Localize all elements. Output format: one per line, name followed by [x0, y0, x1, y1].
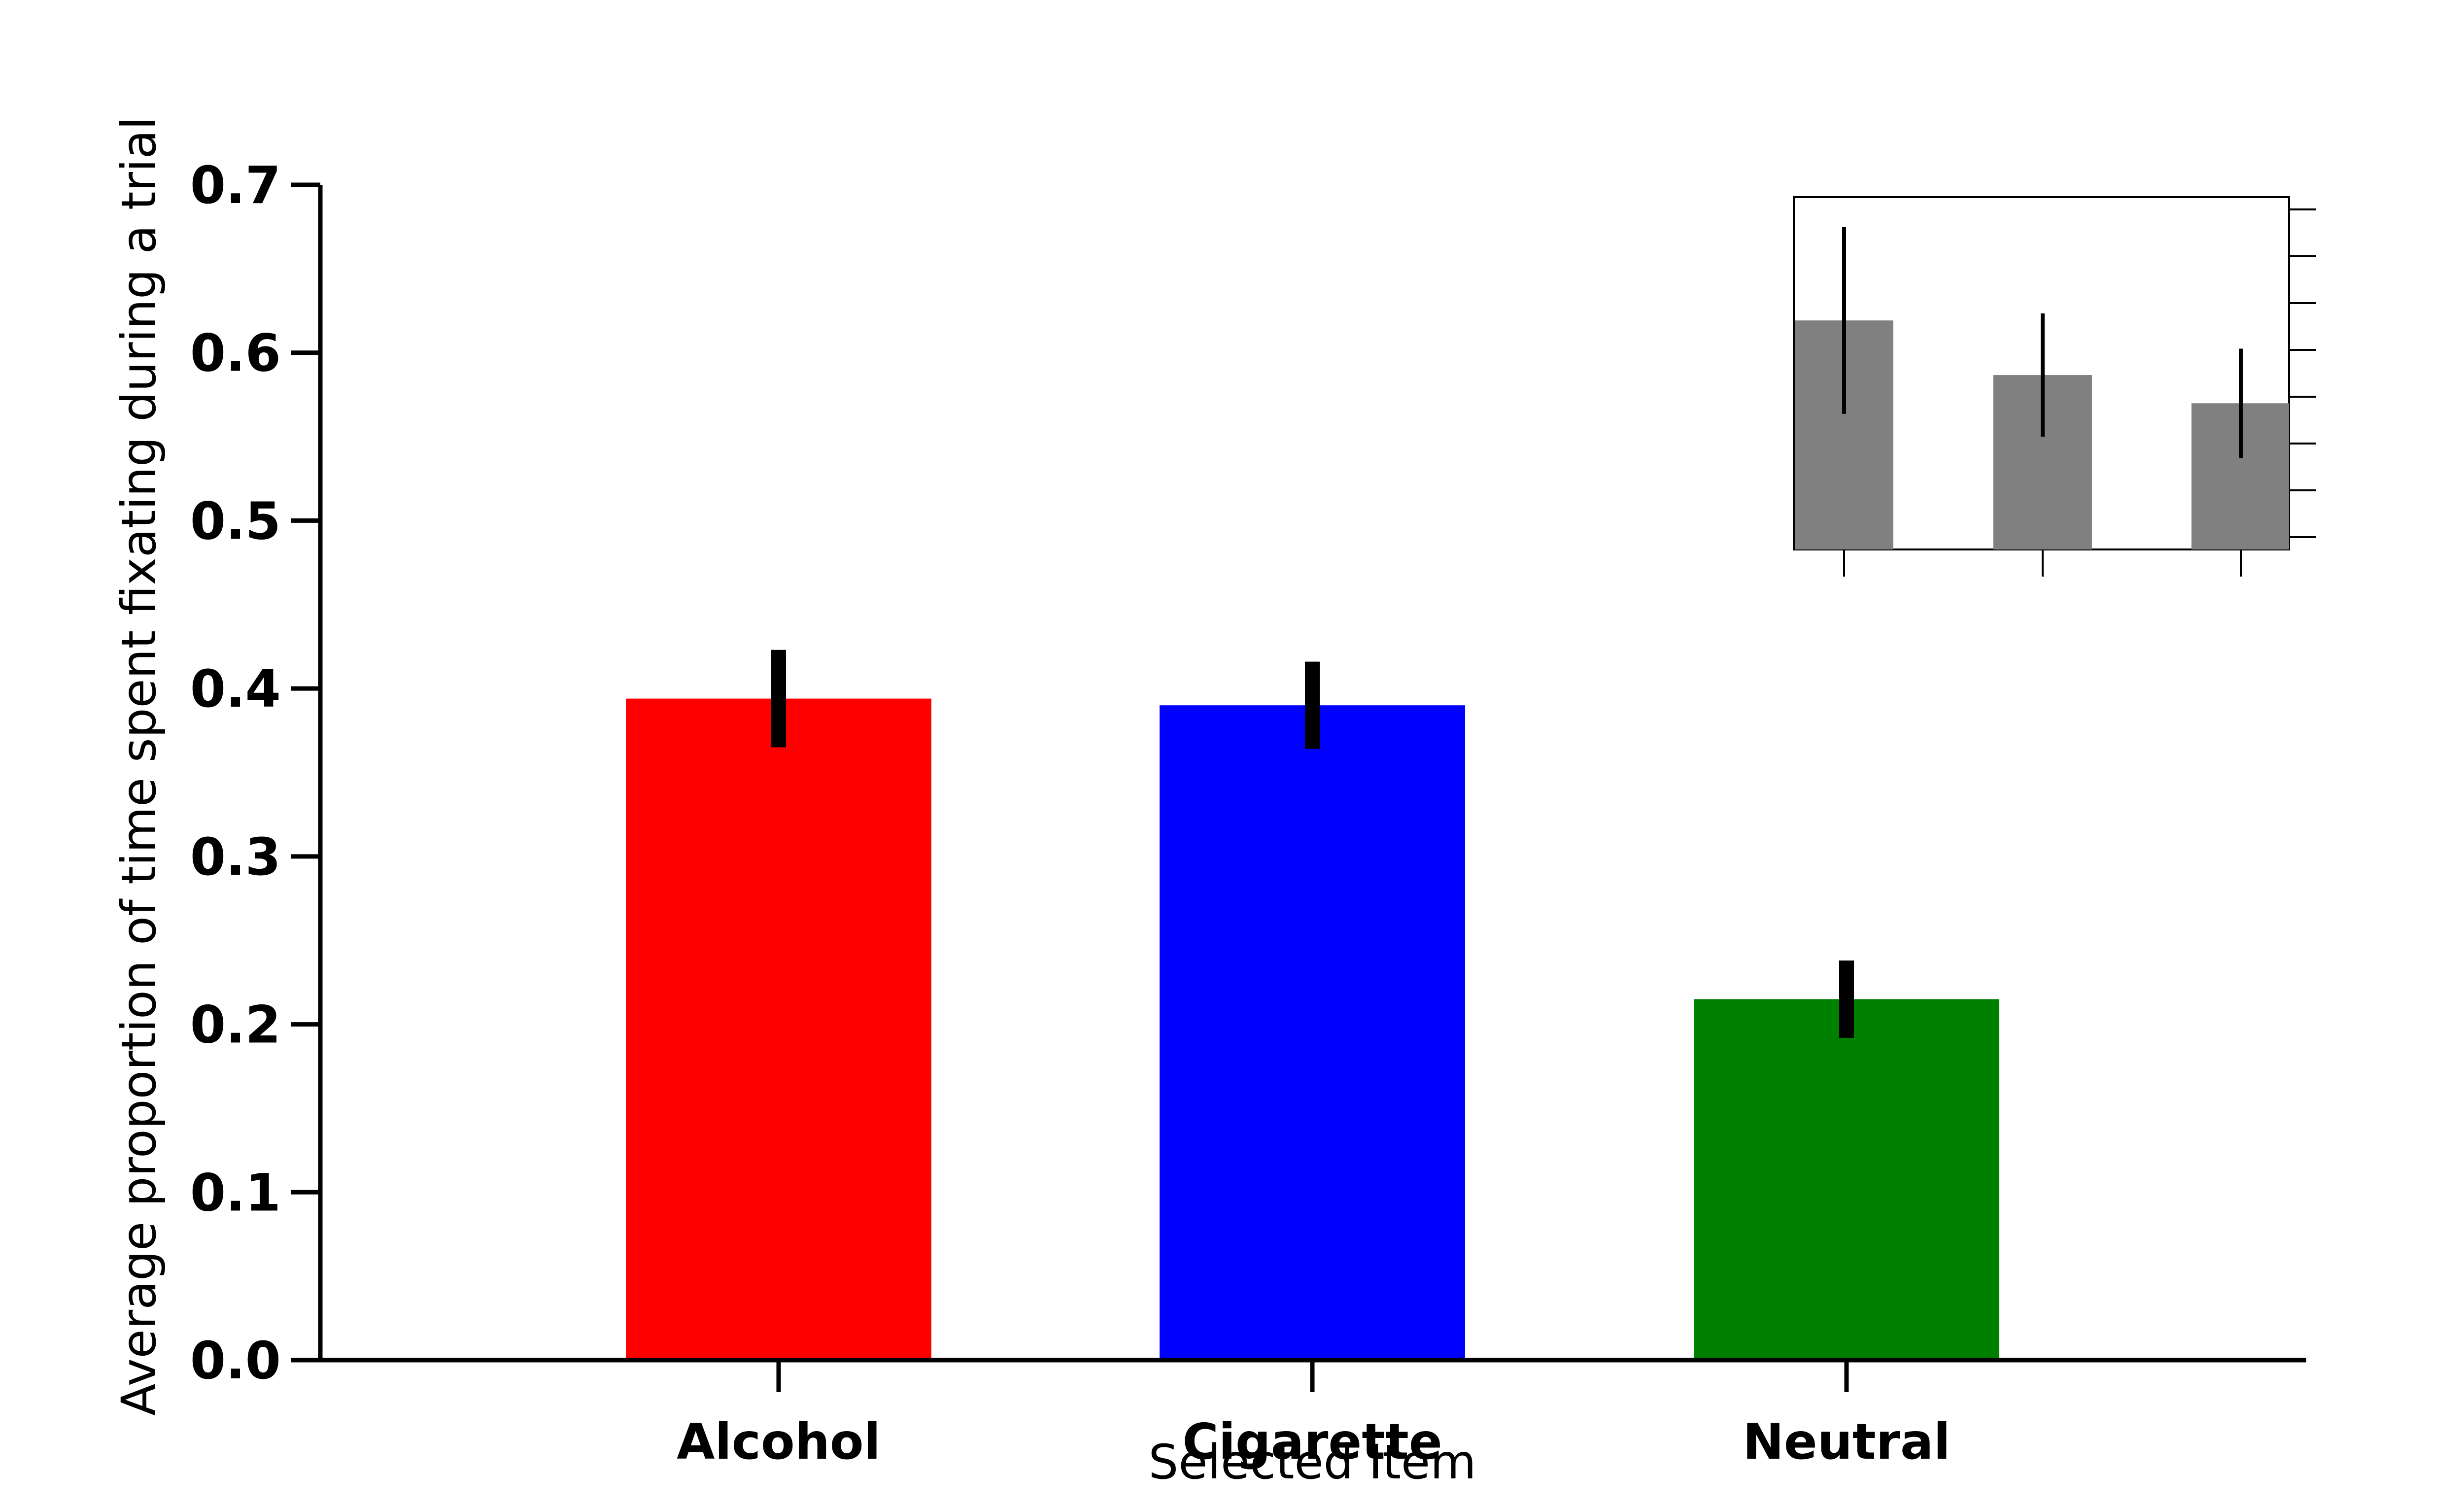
inset-error-bars	[1842, 227, 2243, 458]
bar-cigarette	[1160, 705, 1465, 1360]
y-tick-label: 0.3	[190, 827, 281, 887]
x-tick-label-cigarette: Cigarette	[1182, 1413, 1442, 1471]
x-axis-ticks: Alcohol Cigarette Neutral	[677, 1360, 1951, 1471]
inset-y-axis-ticks	[2289, 208, 2316, 538]
y-tick-label: 0.6	[190, 323, 281, 383]
main-bars	[626, 698, 1999, 1360]
y-tick-label: 0.1	[190, 1163, 281, 1223]
bar-neutral	[1694, 999, 1999, 1360]
inset-x-axis-ticks	[1843, 549, 2242, 577]
main-error-bars	[771, 650, 1854, 1038]
y-axis-title: Average proportion of time spent fixatin…	[111, 117, 167, 1416]
main-plot: 0.0 0.1 0.2 0.3 0.4 0.5 0.6 0.7 Alcohol Cigarett…	[111, 117, 2306, 1490]
x-axis-title: Selected Item	[1148, 1435, 1476, 1490]
y-tick-label: 0.2	[190, 995, 281, 1055]
bar-alcohol	[626, 698, 931, 1360]
y-axis-ticks: 0.0 0.1 0.2 0.3 0.4 0.5 0.6 0.7	[190, 155, 320, 1391]
y-tick-label: 0.0	[190, 1331, 281, 1391]
y-tick-label: 0.5	[190, 491, 281, 551]
inset-plot	[1793, 196, 2316, 577]
x-tick-label-neutral: Neutral	[1743, 1413, 1951, 1471]
y-tick-label: 0.4	[190, 659, 281, 719]
x-tick-label-alcohol: Alcohol	[677, 1413, 881, 1471]
y-tick-label: 0.7	[190, 155, 281, 215]
